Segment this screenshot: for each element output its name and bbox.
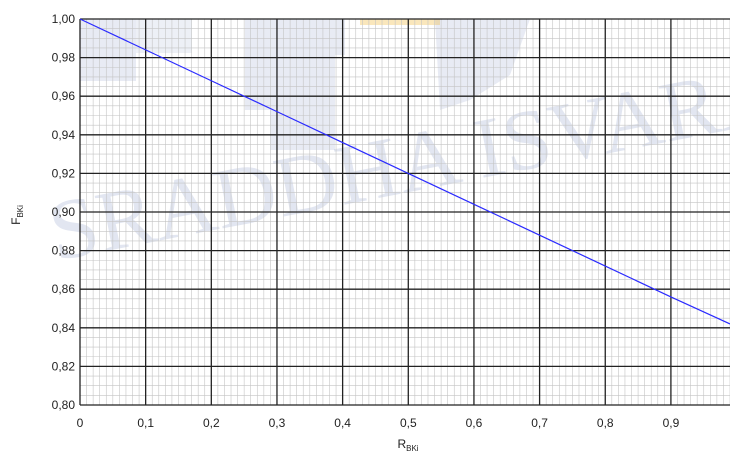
- x-tick-label: 0: [77, 416, 84, 430]
- y-tick-label: 0,82: [52, 359, 76, 373]
- y-tick-label: 1,00: [52, 12, 76, 26]
- watermark-accent: [360, 19, 440, 25]
- watermark-gear-tooth: [435, 19, 530, 110]
- y-tick-label: 0,98: [52, 51, 76, 65]
- y-tick-label: 0,94: [52, 128, 76, 142]
- x-tick-label: 0,4: [334, 416, 351, 430]
- series-line: [79, 18, 730, 325]
- x-tick-labels: 0 0,1 0,2 0,3 0,4 0,5 0,6 0,7 0,8 0,9: [77, 416, 680, 430]
- y-tick-label: 0,96: [52, 89, 76, 103]
- watermark-text: SRADDHA ISVARA: [41, 44, 730, 280]
- y-tick-label: 0,86: [52, 282, 76, 296]
- y-tick-label: 0,88: [52, 244, 76, 258]
- y-tick-label: 0,90: [52, 205, 76, 219]
- y-tick-label: 0,92: [52, 166, 76, 180]
- x-tick-label: 0,1: [137, 416, 154, 430]
- y-axis-label-sub: BKi: [16, 205, 25, 218]
- series-layer: [79, 18, 730, 325]
- x-tick-label: 0,3: [269, 416, 286, 430]
- x-axis-label-sub: BKi: [406, 444, 419, 452]
- y-axis-label-main: F: [9, 218, 23, 225]
- x-tick-label: 0,6: [466, 416, 483, 430]
- x-axis-label: RBKi: [397, 437, 418, 452]
- watermark-block: [80, 19, 136, 81]
- x-tick-label: 0,7: [531, 416, 548, 430]
- major-gridlines: [79, 18, 730, 406]
- x-tick-label: 0,8: [597, 416, 614, 430]
- x-axis-label-main: R: [397, 437, 406, 451]
- y-tick-labels: 0,80 0,82 0,84 0,86 0,88 0,90 0,92 0,94 0,96 0,98…: [52, 12, 76, 412]
- x-tick-label: 0,5: [400, 416, 417, 430]
- x-tick-label: 0,9: [663, 416, 680, 430]
- y-axis-label: FBKi: [9, 205, 25, 225]
- y-tick-label: 0,84: [52, 321, 76, 335]
- x-tick-label: 0,2: [203, 416, 220, 430]
- watermark-gear-tooth: [245, 19, 345, 150]
- y-tick-label: 0,80: [52, 398, 76, 412]
